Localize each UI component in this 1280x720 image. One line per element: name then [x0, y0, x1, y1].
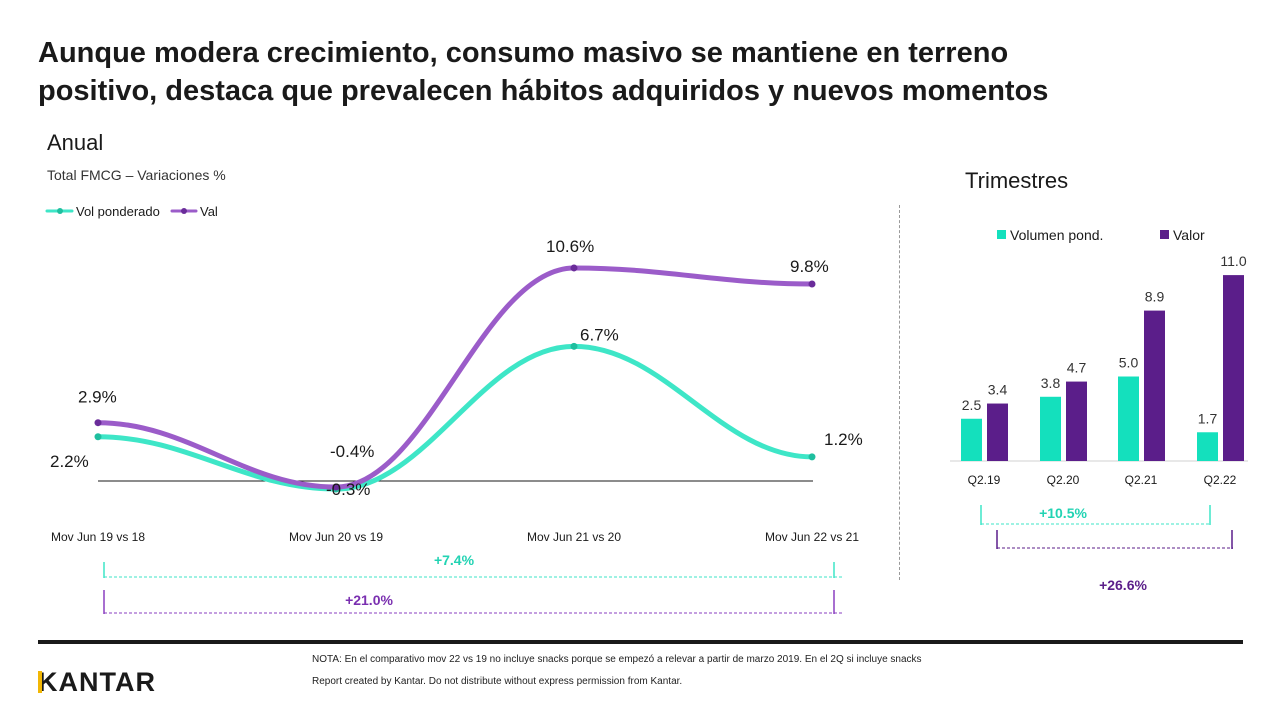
bar-volumen: [1118, 376, 1139, 461]
x-tick-label: Q2.19: [968, 473, 1001, 487]
footnote: NOTA: En el comparativo mov 22 vs 19 no …: [312, 654, 922, 665]
data-point-vol: [570, 342, 578, 350]
bar-volumen: [1197, 432, 1218, 461]
bar-value-label-valor: 4.7: [1067, 360, 1087, 376]
data-label-val: -0.3%: [326, 480, 370, 499]
copyright-notice: Report created by Kantar. Do not distrib…: [312, 676, 683, 687]
footer-rule: [38, 640, 1243, 644]
bar-value-label-valor: 11.0: [1220, 253, 1246, 269]
legend-valor-label: Valor: [1173, 227, 1205, 243]
series-line-val: [95, 265, 815, 490]
x-tick-label: Mov Jun 21 vs 20: [527, 530, 621, 544]
x-tick-label: Mov Jun 20 vs 19: [289, 530, 383, 544]
section-divider: [899, 205, 900, 580]
legend-val-label: Val: [200, 204, 218, 219]
page-title: Aunque modera crecimiento, consumo masiv…: [38, 34, 1238, 110]
x-tick-label: Q2.22: [1204, 473, 1237, 487]
x-tick-label: Q2.21: [1125, 473, 1158, 487]
legend-vol-marker: [57, 208, 63, 214]
bracket-valor-label: +26.6%: [1099, 577, 1147, 593]
data-label-vol: 6.7%: [580, 325, 619, 344]
x-tick-label: Q2.20: [1047, 473, 1080, 487]
bar-value-label-volumen: 2.5: [962, 397, 982, 413]
bar-value-label-volumen: 3.8: [1041, 375, 1061, 391]
legend-volumen-swatch: [997, 230, 1006, 239]
data-point-val: [332, 483, 340, 491]
data-label-val: 9.8%: [790, 257, 829, 276]
data-label-val: 2.9%: [78, 388, 117, 407]
quarterly-bar-chart: Volumen pond. Valor 2.5 3.4 Q2.19 3.8 4.7 Q2.…: [950, 227, 1248, 593]
series-line-vol: [95, 343, 815, 492]
quarterly-chart-title: Trimestres: [965, 168, 1069, 193]
bar-valor: [987, 403, 1008, 461]
data-point-vol: [808, 453, 816, 461]
data-label-val: 10.6%: [546, 237, 594, 256]
kantar-logo: KANTAR: [38, 667, 156, 698]
logo-wordmark: KANTAR: [38, 667, 156, 697]
data-label-vol: 2.2%: [50, 452, 89, 471]
title-line-2: positivo, destaca que prevalecen hábitos…: [38, 75, 1049, 107]
annual-line-chart: Vol ponderado Val 2.2% -0.4% 6.7% 1.2% 2.9% -…: [45, 204, 863, 614]
annual-chart-subtitle: Total FMCG – Variaciones %: [47, 167, 226, 183]
quarterly-brackets: +10.5% +26.6%: [980, 505, 1233, 593]
bracket-val-label: +21.0%: [345, 592, 393, 608]
annual-brackets: +7.4% +21.0%: [103, 552, 843, 614]
bar-value-label-valor: 3.4: [988, 382, 1008, 398]
legend-volumen-label: Volumen pond.: [1010, 227, 1103, 243]
data-label-vol: -0.4%: [330, 442, 374, 461]
x-tick-label: Mov Jun 19 vs 18: [51, 530, 145, 544]
legend-val-marker: [181, 208, 187, 214]
bracket-volumen-label: +10.5%: [1039, 505, 1087, 521]
bar-value-label-volumen: 5.0: [1119, 355, 1139, 371]
bar-valor: [1223, 275, 1244, 461]
bracket-vol-label: +7.4%: [434, 552, 475, 568]
bar-value-label-volumen: 1.7: [1198, 410, 1218, 426]
legend-vol-label: Vol ponderado: [76, 204, 160, 219]
quarterly-legend: Volumen pond. Valor: [997, 227, 1205, 243]
annual-chart-title: Anual: [47, 130, 104, 155]
annual-legend: Vol ponderado Val: [45, 204, 218, 219]
bar-valor: [1144, 310, 1165, 461]
bar-valor: [1066, 381, 1087, 461]
data-point-val: [94, 419, 102, 427]
title-line-1: Aunque modera crecimiento, consumo masiv…: [38, 37, 1009, 69]
x-tick-label: Mov Jun 22 vs 21: [765, 530, 859, 544]
bar-volumen: [1040, 396, 1061, 461]
data-point-val: [570, 264, 578, 272]
legend-valor-swatch: [1160, 230, 1169, 239]
bar-value-label-valor: 8.9: [1145, 289, 1165, 305]
logo-accent-mark: [38, 671, 42, 693]
data-point-vol: [94, 433, 102, 441]
bar-volumen: [961, 418, 982, 461]
data-point-val: [808, 280, 816, 288]
data-label-vol: 1.2%: [824, 430, 863, 449]
